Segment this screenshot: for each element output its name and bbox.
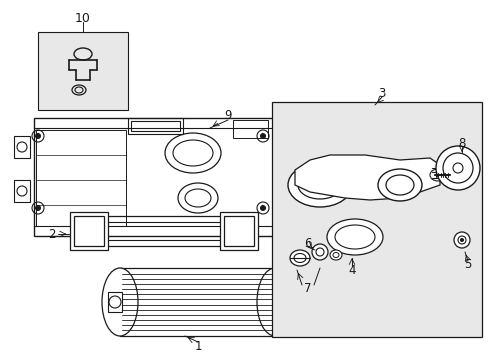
Bar [220,212,258,250]
Ellipse shape [289,250,309,266]
Polygon shape [294,155,439,200]
Bar [131,121,180,131]
Bar [279,136,294,158]
Circle shape [260,134,265,139]
Circle shape [260,206,265,211]
Text: 7: 7 [304,282,311,294]
Text: 5: 5 [464,258,471,271]
Ellipse shape [287,163,351,207]
Bar [120,268,274,336]
Bar [224,216,253,246]
Circle shape [36,134,41,139]
Circle shape [311,244,327,260]
Text: 4: 4 [347,264,355,276]
Ellipse shape [326,219,382,255]
Circle shape [435,146,479,190]
Bar [108,292,122,312]
Bar [74,216,104,246]
Bar [36,130,126,226]
Bar [14,136,30,158]
Ellipse shape [429,169,445,181]
Text: 2: 2 [48,228,56,240]
Bar [34,118,276,236]
Bar [271,102,481,337]
Text: 9: 9 [224,108,231,122]
Text: 6: 6 [304,237,311,249]
Bar [232,120,267,138]
Bar [272,292,286,312]
Circle shape [453,232,469,248]
Ellipse shape [102,268,138,336]
Bar [38,32,128,110]
Circle shape [36,206,41,211]
Text: 8: 8 [457,136,465,149]
Text: 3: 3 [378,86,385,99]
Ellipse shape [329,250,341,260]
Bar [279,183,294,205]
Circle shape [460,239,463,242]
Bar [14,180,30,202]
Ellipse shape [377,169,421,201]
Bar [70,212,108,250]
Ellipse shape [257,268,292,336]
Text: 10: 10 [75,12,91,24]
Text: 1: 1 [194,339,202,352]
Bar [128,118,183,134]
